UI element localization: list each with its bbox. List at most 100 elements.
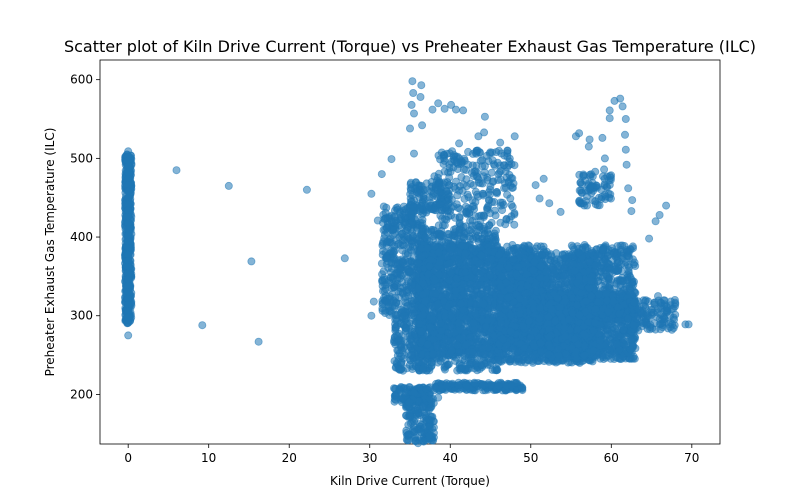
data-point <box>461 268 470 277</box>
data-point <box>431 289 440 298</box>
data-point <box>459 280 468 289</box>
data-point <box>445 173 454 182</box>
data-point <box>401 323 410 332</box>
data-point <box>379 273 388 282</box>
data-point <box>480 350 489 359</box>
data-point <box>407 246 416 255</box>
data-point <box>456 299 465 308</box>
data-point <box>441 335 450 344</box>
data-point <box>486 271 495 280</box>
data-point <box>485 295 494 304</box>
plot-frame <box>99 59 721 445</box>
data-point <box>425 262 434 271</box>
data-point <box>429 334 438 343</box>
data-point <box>509 255 518 264</box>
data-point <box>417 252 426 261</box>
data-point <box>397 358 406 367</box>
points-layer <box>121 77 693 448</box>
data-point <box>495 168 504 177</box>
data-point <box>454 247 463 256</box>
data-point <box>513 354 522 363</box>
data-point <box>475 222 484 231</box>
data-point <box>397 229 406 238</box>
data-point <box>520 241 529 250</box>
data-point <box>387 239 396 248</box>
data-point <box>459 333 468 342</box>
data-point <box>530 258 539 267</box>
data-point <box>488 365 497 374</box>
data-point <box>504 177 513 186</box>
data-point <box>535 314 544 323</box>
data-point <box>450 233 459 242</box>
data-point <box>382 203 391 212</box>
data-point <box>434 221 443 230</box>
data-point <box>536 303 545 312</box>
data-point <box>421 297 430 306</box>
data-point <box>404 267 413 276</box>
data-point <box>383 228 392 237</box>
data-point <box>430 276 439 285</box>
data-point <box>389 255 398 264</box>
data-point <box>406 335 415 344</box>
data-point <box>506 327 515 336</box>
data-point <box>521 289 530 298</box>
data-point <box>414 284 423 293</box>
data-point <box>419 310 428 319</box>
data-point <box>417 327 426 336</box>
data-point <box>472 190 481 199</box>
data-point <box>505 284 514 293</box>
data-point <box>469 318 478 327</box>
data-point <box>442 242 451 251</box>
data-point <box>525 356 534 365</box>
data-point <box>382 253 391 262</box>
data-point <box>436 319 445 328</box>
data-point <box>476 156 485 165</box>
data-point <box>407 239 416 248</box>
data-point <box>406 351 415 360</box>
data-point <box>512 269 521 278</box>
data-point <box>522 270 531 279</box>
data-point <box>464 147 473 156</box>
data-point <box>496 319 505 328</box>
data-point <box>391 323 400 332</box>
data-point <box>377 259 386 268</box>
data-point <box>421 233 430 242</box>
data-point <box>427 358 436 367</box>
data-point <box>494 355 503 364</box>
data-point <box>495 263 504 272</box>
data-point <box>468 244 477 253</box>
data-point <box>537 262 546 271</box>
data-point <box>462 182 471 191</box>
data-point <box>503 190 512 199</box>
data-point <box>503 293 512 302</box>
data-point <box>396 341 405 350</box>
data-point <box>499 200 508 209</box>
data-point <box>467 358 476 367</box>
data-point <box>386 246 395 255</box>
data-point <box>450 328 459 337</box>
data-point <box>393 331 402 340</box>
data-point <box>447 157 456 166</box>
data-point <box>525 317 534 326</box>
data-point <box>520 343 529 352</box>
data-point <box>454 258 463 267</box>
data-point <box>404 223 413 232</box>
data-point <box>394 239 403 248</box>
data-point <box>514 262 523 271</box>
data-point <box>437 232 446 241</box>
data-point <box>453 341 462 350</box>
data-point <box>465 284 474 293</box>
data-point <box>378 299 387 308</box>
data-point <box>446 322 455 331</box>
data-point <box>476 281 485 290</box>
data-point <box>426 323 435 332</box>
data-point <box>440 156 449 165</box>
data-point <box>488 177 497 186</box>
data-point <box>483 203 492 212</box>
data-point <box>438 344 447 353</box>
data-point <box>446 268 455 277</box>
data-point <box>486 358 495 367</box>
data-point <box>469 181 478 190</box>
data-point <box>414 259 423 268</box>
